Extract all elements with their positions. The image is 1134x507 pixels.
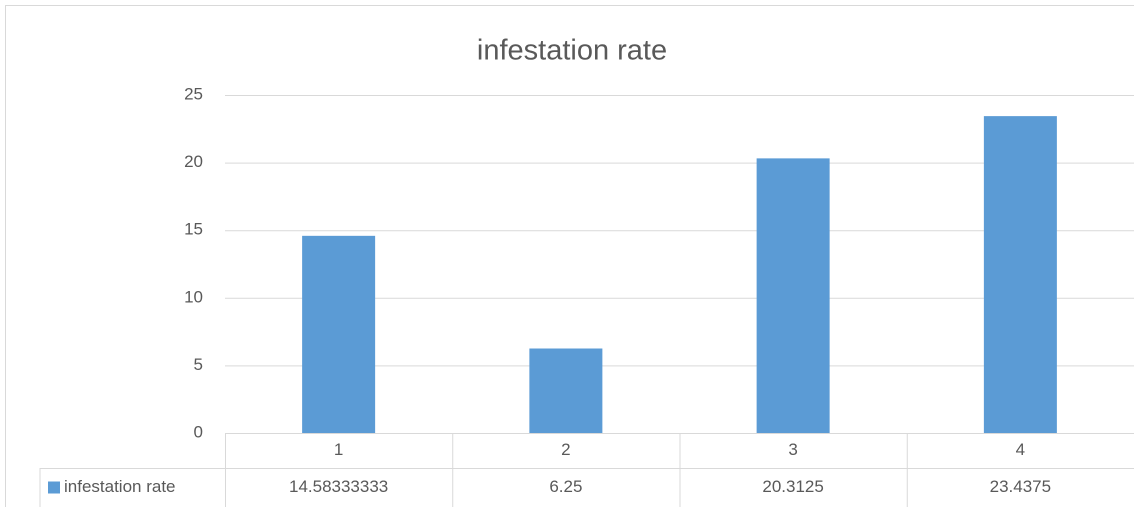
table-value: 23.4375: [990, 477, 1051, 496]
table-value: 14.58333333: [289, 477, 388, 496]
chart-border: [5, 5, 1134, 507]
bar: [529, 348, 603, 433]
bar: [983, 116, 1057, 433]
table-value: 6.25: [549, 477, 582, 496]
x-tick-label: 3: [788, 440, 797, 459]
table-value: 20.3125: [762, 477, 823, 496]
legend-label: infestation rate: [64, 477, 176, 496]
y-tick-label: 15: [184, 220, 203, 239]
y-tick-label: 20: [184, 152, 203, 171]
x-tick-label: 1: [334, 440, 343, 459]
y-tick-label: 10: [184, 287, 203, 306]
y-tick-label: 25: [184, 84, 203, 103]
legend-key: [48, 481, 60, 494]
chart-title: infestation rate: [477, 35, 667, 67]
bar: [756, 158, 830, 433]
x-tick-label: 4: [1016, 440, 1025, 459]
y-tick-label: 5: [194, 355, 203, 374]
y-tick-label: 0: [194, 422, 203, 441]
bar: [302, 235, 376, 433]
x-tick-label: 2: [561, 440, 570, 459]
